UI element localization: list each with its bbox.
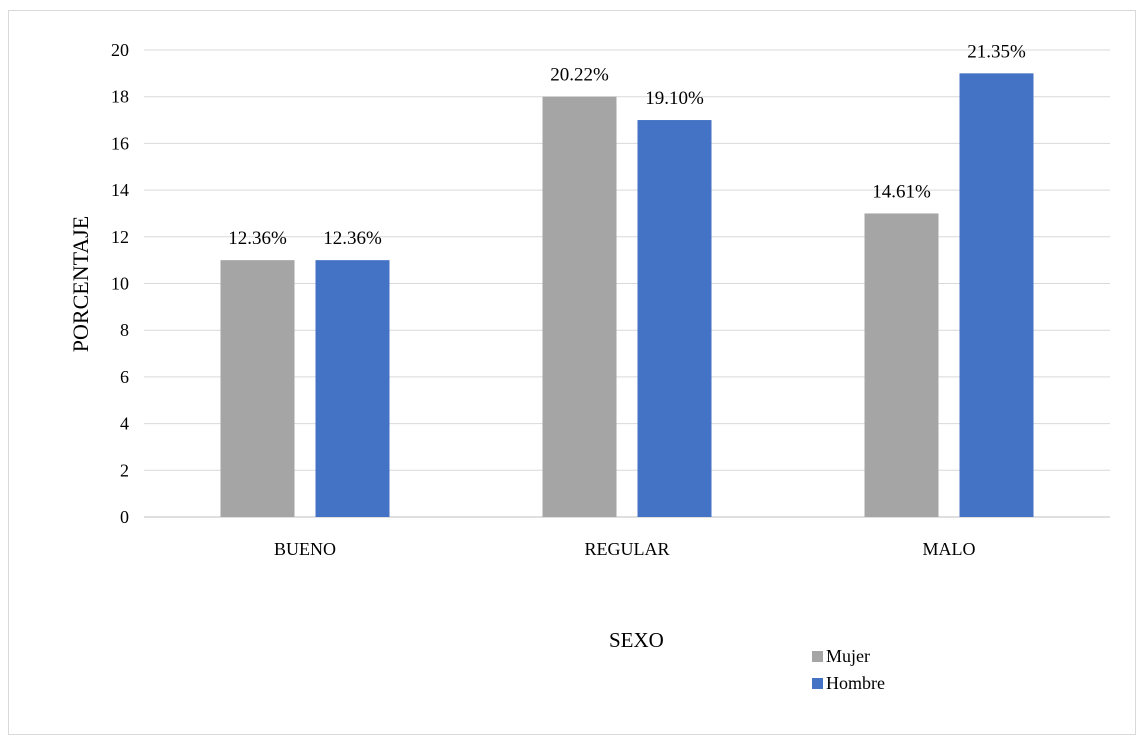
legend-swatch-mujer [812, 651, 823, 662]
legend: SEXO Mujer Hombre [609, 628, 885, 693]
bar-hombre-malo [959, 73, 1034, 517]
gridlines [144, 49, 1110, 518]
legend-swatch-hombre [812, 678, 823, 689]
bar-hombre-bueno [315, 260, 390, 517]
y-axis-title: PORCENTAJE [68, 216, 93, 352]
y-tick-label: 0 [120, 507, 129, 527]
data-label: 14.61% [872, 181, 931, 202]
x-category-label: REGULAR [585, 539, 670, 559]
data-label: 20.22% [550, 65, 609, 86]
data-labels: 12.36% 12.36% 20.22% 19.10% 14.61% 21.35% [228, 41, 1026, 249]
data-label: 12.36% [228, 228, 287, 249]
data-label: 12.36% [323, 228, 382, 249]
bar-mujer-regular [542, 96, 617, 517]
x-category-label: BUENO [274, 539, 336, 559]
x-axis-categories: BUENO REGULAR MALO [274, 539, 976, 559]
y-tick-label: 8 [120, 320, 129, 340]
legend-title: SEXO [609, 628, 664, 652]
data-label: 19.10% [645, 88, 704, 109]
y-axis-ticks: 0 2 4 6 8 10 12 14 16 18 20 [111, 40, 129, 527]
legend-label-mujer: Mujer [826, 646, 870, 666]
y-tick-label: 4 [120, 414, 129, 434]
data-label: 21.35% [967, 41, 1026, 62]
bars [220, 73, 1034, 518]
y-tick-label: 10 [111, 274, 129, 294]
y-tick-label: 18 [111, 87, 129, 107]
y-tick-label: 20 [111, 40, 129, 60]
bar-mujer-bueno [220, 260, 295, 517]
y-tick-label: 2 [120, 460, 129, 480]
y-tick-label: 16 [111, 133, 129, 153]
y-tick-label: 12 [111, 227, 129, 247]
bar-hombre-regular [637, 120, 712, 518]
x-category-label: MALO [923, 539, 976, 559]
legend-label-hombre: Hombre [826, 673, 885, 693]
y-tick-label: 6 [120, 367, 129, 387]
y-tick-label: 14 [111, 180, 129, 200]
bar-mujer-malo [864, 213, 939, 517]
